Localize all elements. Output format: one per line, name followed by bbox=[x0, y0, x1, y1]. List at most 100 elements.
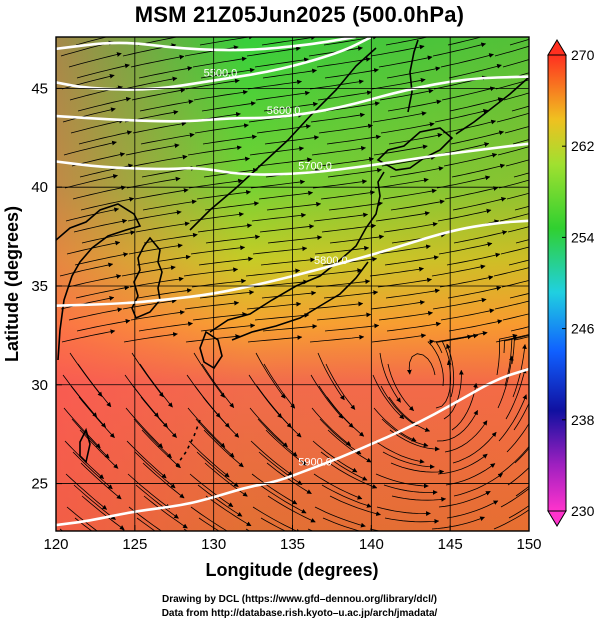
streamline bbox=[61, 73, 115, 90]
streamline bbox=[64, 174, 118, 189]
streamline bbox=[379, 352, 401, 403]
streamline bbox=[71, 418, 110, 459]
x-axis-label: Longitude (degrees) bbox=[205, 560, 378, 580]
streamline bbox=[133, 154, 188, 167]
colorbar-min-triangle bbox=[547, 510, 567, 527]
streamline bbox=[504, 126, 529, 134]
streamline bbox=[372, 111, 427, 123]
streamline bbox=[513, 172, 529, 178]
streamline bbox=[382, 188, 437, 200]
streamline bbox=[383, 221, 438, 233]
streamline bbox=[140, 132, 195, 145]
streamline bbox=[386, 321, 441, 332]
streamline bbox=[188, 440, 230, 478]
streamline bbox=[431, 264, 486, 277]
streamline bbox=[384, 255, 439, 266]
streamline bbox=[373, 407, 417, 442]
streamline bbox=[79, 429, 119, 469]
streamline bbox=[499, 445, 529, 475]
streamline bbox=[81, 495, 125, 530]
streamline bbox=[258, 451, 303, 485]
streamline bbox=[311, 407, 352, 446]
streamline bbox=[246, 46, 301, 57]
streamline bbox=[508, 259, 529, 266]
streamline bbox=[443, 369, 464, 420]
streamline bbox=[123, 332, 178, 343]
streamline bbox=[135, 221, 190, 233]
streamline bbox=[138, 321, 193, 332]
streamline bbox=[123, 76, 178, 90]
streamline bbox=[192, 56, 247, 68]
streamline bbox=[312, 440, 358, 473]
contour-label-5800: 5800.0 bbox=[314, 255, 348, 267]
streamline bbox=[391, 495, 447, 502]
contour-5700 bbox=[56, 142, 529, 176]
streamline bbox=[251, 473, 298, 505]
streamline bbox=[141, 429, 181, 469]
streamline bbox=[427, 339, 444, 387]
streamline bbox=[266, 462, 312, 494]
contour-5400 bbox=[56, 37, 356, 52]
streamline bbox=[324, 68, 379, 79]
streamline bbox=[389, 429, 440, 452]
streamline bbox=[501, 280, 529, 288]
x-tick-label: 135 bbox=[280, 536, 305, 553]
streamline bbox=[512, 139, 529, 145]
map-title: MSM 21Z05Jun2025 (500.0hPa) bbox=[134, 2, 465, 27]
streamline bbox=[139, 363, 173, 408]
streamline bbox=[80, 462, 122, 500]
streamline bbox=[129, 276, 184, 288]
streamline bbox=[73, 484, 116, 520]
streamline bbox=[261, 290, 317, 299]
streamline bbox=[310, 374, 344, 419]
streamline bbox=[369, 266, 424, 277]
colorbar-tick-label: 246 bbox=[571, 321, 595, 337]
streamline bbox=[143, 495, 188, 529]
streamline bbox=[190, 506, 228, 531]
streamline bbox=[503, 334, 529, 354]
streamline bbox=[265, 429, 308, 466]
x-tick-label: 145 bbox=[438, 536, 463, 553]
streamline bbox=[381, 418, 429, 448]
streamline bbox=[321, 484, 372, 508]
streamline bbox=[375, 473, 429, 489]
streamline bbox=[438, 491, 491, 508]
streamline bbox=[137, 288, 192, 299]
streamline bbox=[313, 212, 369, 222]
streamline bbox=[205, 495, 252, 527]
y-tick-label: 25 bbox=[31, 476, 48, 493]
streamline bbox=[452, 431, 497, 464]
streamline bbox=[65, 207, 120, 222]
streamline bbox=[390, 462, 445, 475]
streamline bbox=[257, 157, 313, 167]
streamline bbox=[70, 118, 124, 134]
streamline bbox=[263, 101, 318, 112]
streamline bbox=[126, 176, 181, 189]
streamline bbox=[506, 422, 529, 453]
streamline bbox=[138, 66, 193, 79]
streamline bbox=[142, 462, 185, 499]
streamline bbox=[390, 199, 445, 211]
streamline bbox=[313, 473, 363, 500]
streamline bbox=[385, 37, 440, 46]
x-tick-label: 125 bbox=[122, 536, 147, 553]
streamline bbox=[513, 402, 529, 431]
colorbar-tick-label: 238 bbox=[571, 412, 595, 428]
streamline bbox=[196, 190, 251, 200]
streamline bbox=[125, 407, 163, 449]
streamline bbox=[66, 506, 98, 531]
coastlines bbox=[56, 39, 529, 467]
y-axis-label: Latitude (degrees) bbox=[2, 206, 22, 362]
wind-streamlines bbox=[59, 37, 529, 531]
streamline bbox=[136, 517, 156, 531]
streamline bbox=[77, 363, 112, 408]
contour-label-5700: 5700.0 bbox=[298, 160, 332, 172]
streamline bbox=[372, 374, 405, 420]
streamline bbox=[190, 245, 246, 255]
streamline bbox=[431, 516, 485, 530]
streamline bbox=[436, 409, 478, 442]
streamline bbox=[376, 244, 431, 255]
streamline bbox=[307, 268, 363, 277]
streamline bbox=[433, 331, 488, 343]
streamline bbox=[494, 300, 529, 310]
